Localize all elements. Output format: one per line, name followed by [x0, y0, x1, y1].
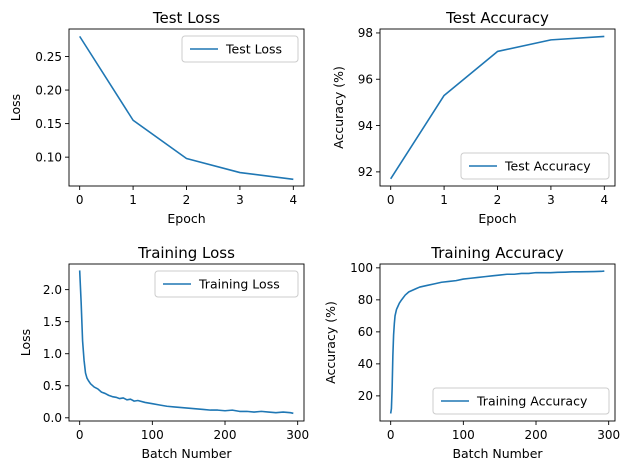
legend: Training Loss — [154, 270, 299, 298]
x-axis-label: Batch Number — [452, 446, 543, 461]
x-tick-label: 2 — [494, 193, 502, 207]
y-tick-label: 80 — [358, 293, 373, 307]
x-tick-label: 1 — [129, 193, 137, 207]
y-tick-label: 1.5 — [43, 315, 62, 329]
legend: Training Accuracy — [432, 387, 610, 415]
x-tick-label: 3 — [236, 193, 244, 207]
y-axis-label: Loss — [18, 329, 33, 356]
legend-box — [154, 270, 299, 298]
legend-box — [460, 152, 610, 180]
y-tick-label: 0.0 — [43, 411, 62, 425]
x-tick-label: 0 — [76, 428, 84, 442]
x-tick-label: 300 — [597, 428, 620, 442]
legend: Test Loss — [181, 35, 299, 63]
x-axis-label: Epoch — [167, 211, 205, 226]
subplot-3: Training Loss 0 100 200 300 0.0 0.5 1.0 1.5 2.0 Ba… — [18, 244, 309, 461]
x-tick-label: 0 — [387, 193, 395, 207]
legend-box — [181, 35, 299, 63]
y-tick-label: 94 — [358, 119, 373, 133]
chart-title: Training Accuracy — [430, 244, 564, 262]
x-tick-label: 0 — [76, 193, 84, 207]
y-axis-label: Accuracy (%) — [331, 66, 346, 149]
series-line-1 — [79, 35, 294, 181]
y-tick-label: 1.0 — [43, 347, 62, 361]
x-tick-label: 4 — [289, 193, 297, 207]
legend-box — [432, 387, 610, 415]
y-tick-label: 92 — [358, 165, 373, 179]
y-tick-label: 40 — [358, 357, 373, 371]
y-tick-label: 98 — [358, 26, 373, 40]
x-axis-label: Epoch — [478, 211, 516, 226]
x-tick-label: 2 — [183, 193, 191, 207]
legend-label: Training Loss — [198, 277, 280, 292]
subplot-4: Training Accuracy 0 100 200 300 20 40 60 80 100 Ba… — [323, 244, 620, 461]
x-tick-label: 300 — [286, 428, 309, 442]
legend: Test Accuracy — [460, 152, 610, 180]
legend-label: Test Loss — [225, 42, 282, 57]
y-tick-label: 96 — [358, 73, 373, 87]
axes-frame — [68, 263, 305, 422]
series-line-1 — [389, 270, 605, 414]
y-tick-label: 0.10 — [35, 150, 62, 164]
x-tick-label: 100 — [141, 428, 164, 442]
x-tick-label: 100 — [452, 428, 475, 442]
legend-label: Test Accuracy — [504, 159, 591, 174]
y-axis-label: Accuracy (%) — [323, 301, 338, 384]
y-tick-label: 2.0 — [43, 283, 62, 297]
x-axis-label: Batch Number — [141, 446, 232, 461]
chart-title: Test Loss — [152, 9, 220, 27]
x-tick-label: 200 — [214, 428, 237, 442]
x-tick-label: 1 — [440, 193, 448, 207]
series-line-1 — [78, 270, 294, 415]
y-tick-label: 100 — [350, 261, 373, 275]
subplot-1: Test Loss 0 1 2 3 4 0.10 0.15 0.20 0.25 Epoch Loss T… — [8, 9, 305, 226]
x-tick-label: 4 — [600, 193, 608, 207]
y-tick-label: 60 — [358, 325, 373, 339]
y-tick-label: 0.20 — [35, 83, 62, 97]
chart-title: Training Loss — [137, 244, 235, 262]
y-axis-label: Loss — [8, 94, 23, 121]
y-tick-label: 0.5 — [43, 379, 62, 393]
x-tick-label: 3 — [547, 193, 555, 207]
y-tick-label: 0.15 — [35, 117, 62, 131]
series-line-1 — [390, 35, 605, 180]
x-tick-label: 0 — [387, 428, 395, 442]
subplot-2: Test Accuracy 0 1 2 3 4 92 94 96 98 Epoch Accuracy … — [331, 9, 616, 226]
legend-label: Training Accuracy — [476, 394, 588, 409]
axes-frame — [379, 263, 616, 422]
chart-title: Test Accuracy — [445, 9, 549, 27]
y-tick-label: 0.25 — [35, 50, 62, 64]
x-tick-label: 200 — [525, 428, 548, 442]
y-tick-label: 20 — [358, 389, 373, 403]
